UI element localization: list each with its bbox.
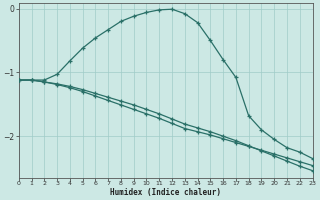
X-axis label: Humidex (Indice chaleur): Humidex (Indice chaleur)	[110, 188, 221, 197]
